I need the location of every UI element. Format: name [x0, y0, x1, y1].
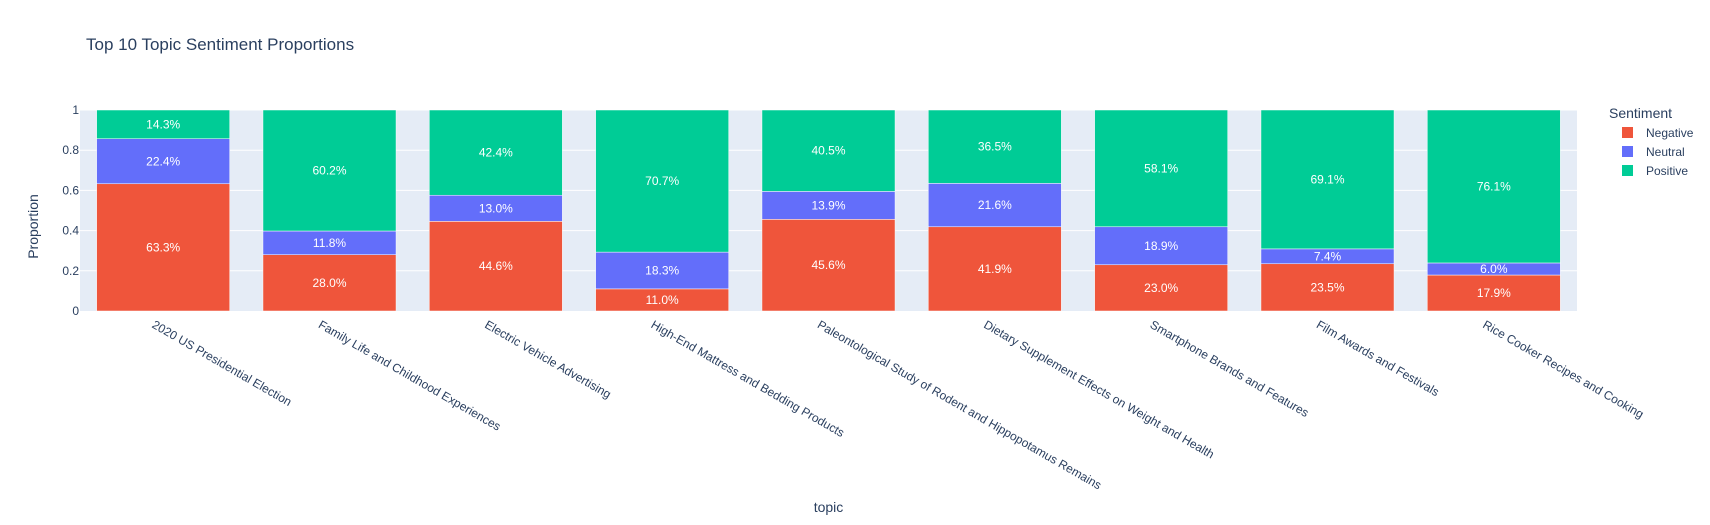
x-tick-label: High-End Mattress and Bedding Products — [649, 317, 847, 440]
y-axis-ticks: 0 0.2 0.4 0.6 0.8 1 — [62, 103, 79, 318]
x-tick-label: Electric Vehicle Advertising — [482, 317, 613, 401]
data-label: 23.0% — [1144, 281, 1178, 295]
data-label: 41.9% — [978, 262, 1012, 276]
data-label: 17.9% — [1477, 286, 1511, 300]
legend-label-neutral: Neutral — [1646, 145, 1685, 159]
legend-swatch-negative — [1622, 127, 1633, 138]
data-label: 76.1% — [1477, 179, 1511, 193]
data-label: 63.3% — [146, 240, 180, 254]
legend-title: Sentiment — [1609, 105, 1672, 121]
data-label: 28.0% — [312, 276, 346, 290]
bar-negative — [262, 254, 397, 312]
legend-label-negative: Negative — [1646, 126, 1694, 140]
x-axis-ticks: 2020 US Presidential Election Family Life… — [150, 317, 1647, 492]
bars: 63.3% 22.4% 14.3% 28.0% 11.8% 60.2% 44.6% 13.0%… — [96, 109, 1561, 312]
bar-positive — [1427, 109, 1561, 264]
data-label: 45.6% — [811, 258, 845, 272]
y-tick-label: 0 — [72, 304, 79, 318]
data-label: 70.7% — [645, 174, 679, 188]
data-label: 58.1% — [1144, 161, 1178, 175]
bar-positive — [928, 109, 1062, 184]
bar-negative — [1260, 263, 1395, 312]
bar-negative — [761, 219, 896, 312]
chart-title: Top 10 Topic Sentiment Proportions — [86, 35, 354, 54]
data-label: 7.4% — [1314, 249, 1342, 263]
y-tick-label: 0.4 — [62, 224, 79, 238]
data-label: 40.5% — [811, 144, 845, 158]
data-label: 69.1% — [1310, 172, 1344, 186]
data-label: 11.8% — [313, 236, 346, 250]
x-tick-label: Film Awards and Festivals — [1314, 317, 1442, 399]
x-axis-title: topic — [814, 499, 844, 515]
legend: Sentiment Negative Neutral Positive — [1609, 105, 1694, 178]
x-tick-label: Rice Cooker Recipes and Cooking — [1480, 317, 1646, 421]
data-label: 22.4% — [146, 154, 180, 168]
bar-negative — [429, 221, 563, 312]
bar-positive — [1094, 109, 1228, 228]
legend-swatch-positive — [1622, 165, 1633, 176]
x-tick-label: Smartphone Brands and Features — [1148, 317, 1312, 420]
data-label: 42.4% — [479, 146, 513, 160]
bar-positive — [1260, 109, 1395, 250]
data-label: 36.5% — [978, 140, 1012, 154]
data-label: 18.9% — [1144, 239, 1178, 253]
y-tick-label: 0.2 — [62, 264, 79, 278]
data-label: 13.0% — [479, 201, 513, 215]
bar-negative — [1427, 274, 1561, 312]
legend-swatch-neutral — [1622, 146, 1633, 157]
bar-positive — [96, 109, 230, 139]
y-tick-label: 0.8 — [62, 143, 79, 157]
data-label: 23.5% — [1310, 280, 1344, 294]
data-label: 11.0% — [646, 293, 679, 307]
legend-items: Negative Neutral Positive — [1622, 126, 1694, 178]
legend-label-positive: Positive — [1646, 164, 1688, 178]
bar-neutral — [928, 183, 1062, 228]
bar-positive — [595, 109, 729, 253]
bar-negative — [928, 226, 1062, 312]
bar-positive — [262, 109, 397, 232]
bar-negative — [96, 183, 230, 312]
bar-positive — [761, 109, 896, 192]
data-label: 21.6% — [978, 198, 1012, 212]
x-tick-label: Family Life and Childhood Experiences — [316, 317, 503, 433]
data-label: 14.3% — [146, 117, 180, 131]
bar-positive — [429, 109, 563, 196]
x-tick-label: 2020 US Presidential Election — [150, 317, 294, 409]
y-tick-label: 0.6 — [62, 183, 79, 197]
data-label: 13.9% — [811, 198, 845, 212]
y-tick-label: 1 — [72, 103, 79, 117]
data-label: 44.6% — [479, 259, 513, 273]
bar-negative — [1094, 264, 1228, 312]
data-label: 18.3% — [645, 263, 679, 277]
y-axis-title: Proportion — [25, 194, 41, 259]
bar-neutral — [1094, 226, 1228, 266]
bar-neutral — [761, 191, 896, 220]
bar-neutral — [96, 138, 230, 185]
bar-neutral — [595, 251, 729, 290]
data-label: 60.2% — [312, 164, 346, 178]
data-label: 6.0% — [1480, 262, 1508, 276]
x-tick-label: Paleontological Study of Rodent and Hipp… — [815, 317, 1104, 492]
